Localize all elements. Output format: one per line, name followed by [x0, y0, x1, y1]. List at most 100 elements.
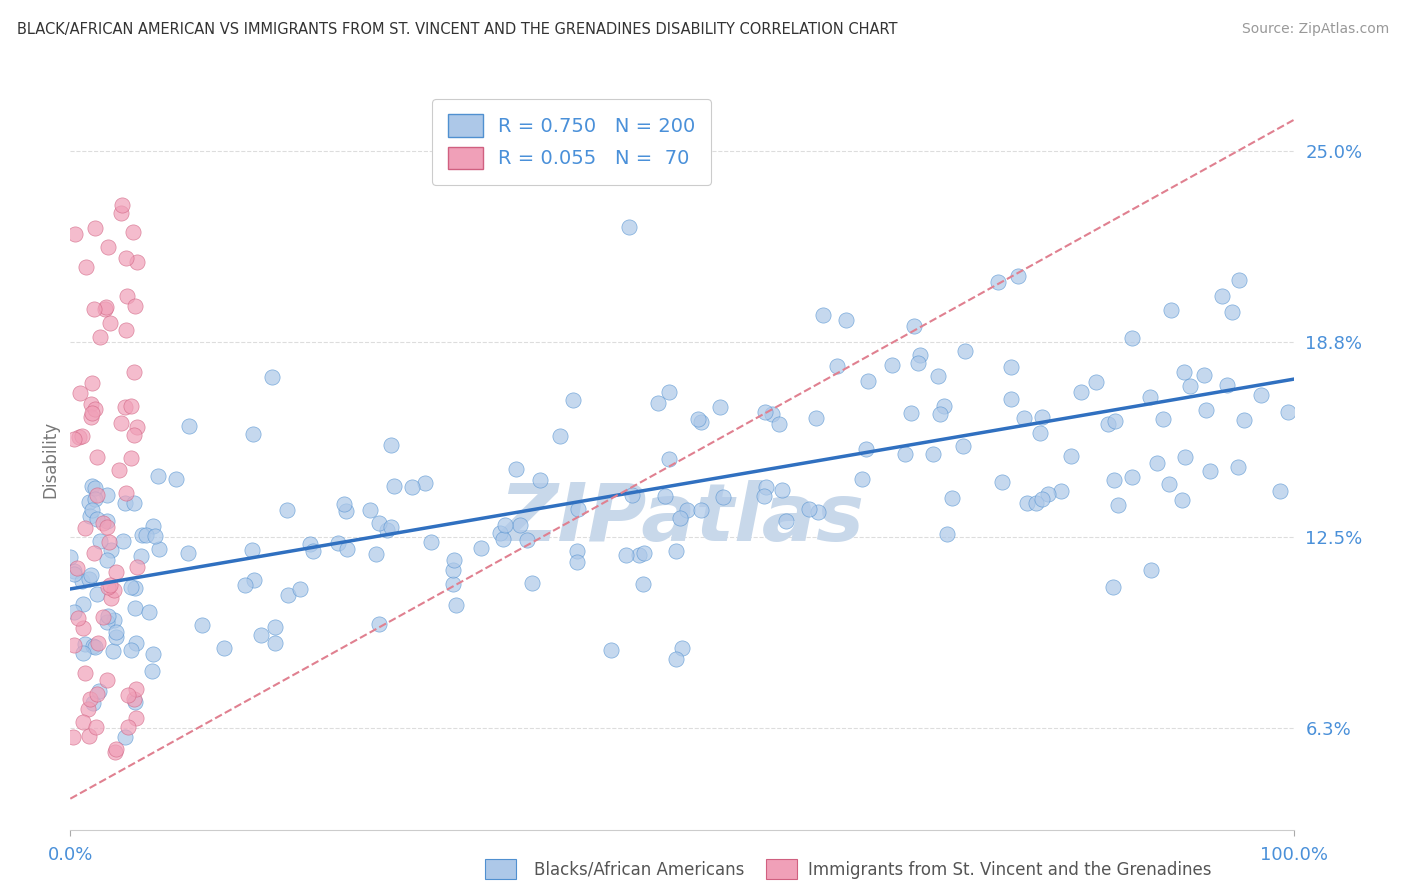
Point [131, 528, 153, 542]
Point [797, 502, 820, 516]
Point [1102, 473, 1125, 487]
Point [658, 384, 681, 399]
Point [1215, 378, 1237, 392]
Point [72, 597, 94, 611]
Point [1195, 403, 1218, 417]
Point [96, 615, 118, 629]
Point [941, 491, 963, 505]
Point [264, 635, 287, 649]
Point [1174, 450, 1197, 464]
Point [922, 447, 945, 461]
Point [111, 534, 134, 549]
Point [122, 692, 145, 706]
Point [165, 472, 187, 486]
Point [115, 252, 138, 266]
Text: Immigrants from St. Vincent and the Grenadines: Immigrants from St. Vincent and the Gren… [808, 861, 1212, 879]
Point [856, 374, 879, 388]
Point [82, 639, 104, 653]
Point [690, 503, 713, 517]
Point [326, 536, 349, 550]
Point [368, 516, 391, 531]
Point [97, 609, 120, 624]
Point [114, 496, 136, 510]
Point [69, 386, 91, 401]
Point [880, 358, 903, 372]
Point [86, 450, 108, 464]
Point [80, 376, 103, 390]
Point [104, 625, 127, 640]
Point [929, 407, 952, 421]
Point [1121, 330, 1143, 344]
Point [368, 616, 391, 631]
Point [124, 581, 146, 595]
Point [1160, 303, 1182, 318]
Point [125, 255, 148, 269]
Point [264, 620, 287, 634]
Point [550, 429, 572, 443]
Point [690, 415, 713, 429]
Point [67, 430, 90, 444]
Point [66, 561, 89, 575]
Point [614, 549, 637, 563]
Point [509, 517, 531, 532]
Point [754, 405, 776, 419]
Point [65, 227, 87, 242]
Point [333, 498, 356, 512]
Point [302, 544, 325, 558]
Point [120, 451, 142, 466]
Point [562, 392, 585, 407]
Point [59, 549, 82, 564]
Point [1270, 483, 1292, 498]
Point [124, 695, 146, 709]
Point [1139, 390, 1161, 404]
Point [98, 316, 121, 330]
Point [1097, 417, 1119, 431]
Point [62, 730, 84, 744]
Point [122, 428, 145, 442]
Point [1152, 412, 1174, 426]
Point [79, 730, 101, 744]
Point [89, 534, 111, 549]
Point [936, 527, 959, 541]
Point [70, 574, 93, 588]
Point [894, 446, 917, 460]
Point [1025, 496, 1047, 510]
Point [141, 664, 163, 678]
Point [100, 591, 122, 605]
Point [671, 641, 693, 656]
Point [288, 582, 311, 596]
Point [103, 613, 125, 627]
Point [86, 586, 108, 600]
Point [658, 451, 681, 466]
Point [86, 687, 108, 701]
Point [100, 543, 122, 558]
Point [1211, 289, 1233, 303]
Point [647, 395, 669, 409]
Point [146, 469, 169, 483]
Point [1104, 414, 1126, 428]
Point [125, 419, 148, 434]
Point [91, 516, 114, 530]
Point [108, 463, 131, 477]
Point [665, 544, 688, 558]
Point [89, 329, 111, 343]
Point [79, 509, 101, 524]
Point [516, 533, 538, 547]
Point [242, 427, 264, 442]
Point [1000, 392, 1022, 406]
Point [1000, 360, 1022, 375]
Point [96, 520, 118, 534]
Point [84, 720, 107, 734]
Point [240, 543, 263, 558]
Point [505, 462, 527, 476]
Point [91, 609, 114, 624]
Point [75, 260, 97, 274]
Point [1250, 388, 1272, 402]
Point [768, 417, 790, 432]
Point [494, 518, 516, 533]
Point [1173, 365, 1195, 379]
Point [567, 502, 589, 516]
Point [1192, 368, 1215, 382]
Point [120, 581, 142, 595]
Point [1029, 425, 1052, 440]
